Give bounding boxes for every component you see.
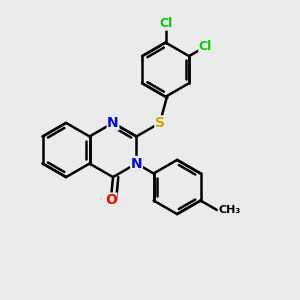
Text: N: N: [130, 157, 142, 170]
Text: S: S: [155, 116, 165, 130]
Text: Cl: Cl: [199, 40, 212, 53]
Text: Cl: Cl: [159, 17, 172, 30]
Text: CH₃: CH₃: [218, 205, 241, 215]
Text: O: O: [105, 193, 117, 207]
Text: N: N: [107, 116, 119, 130]
